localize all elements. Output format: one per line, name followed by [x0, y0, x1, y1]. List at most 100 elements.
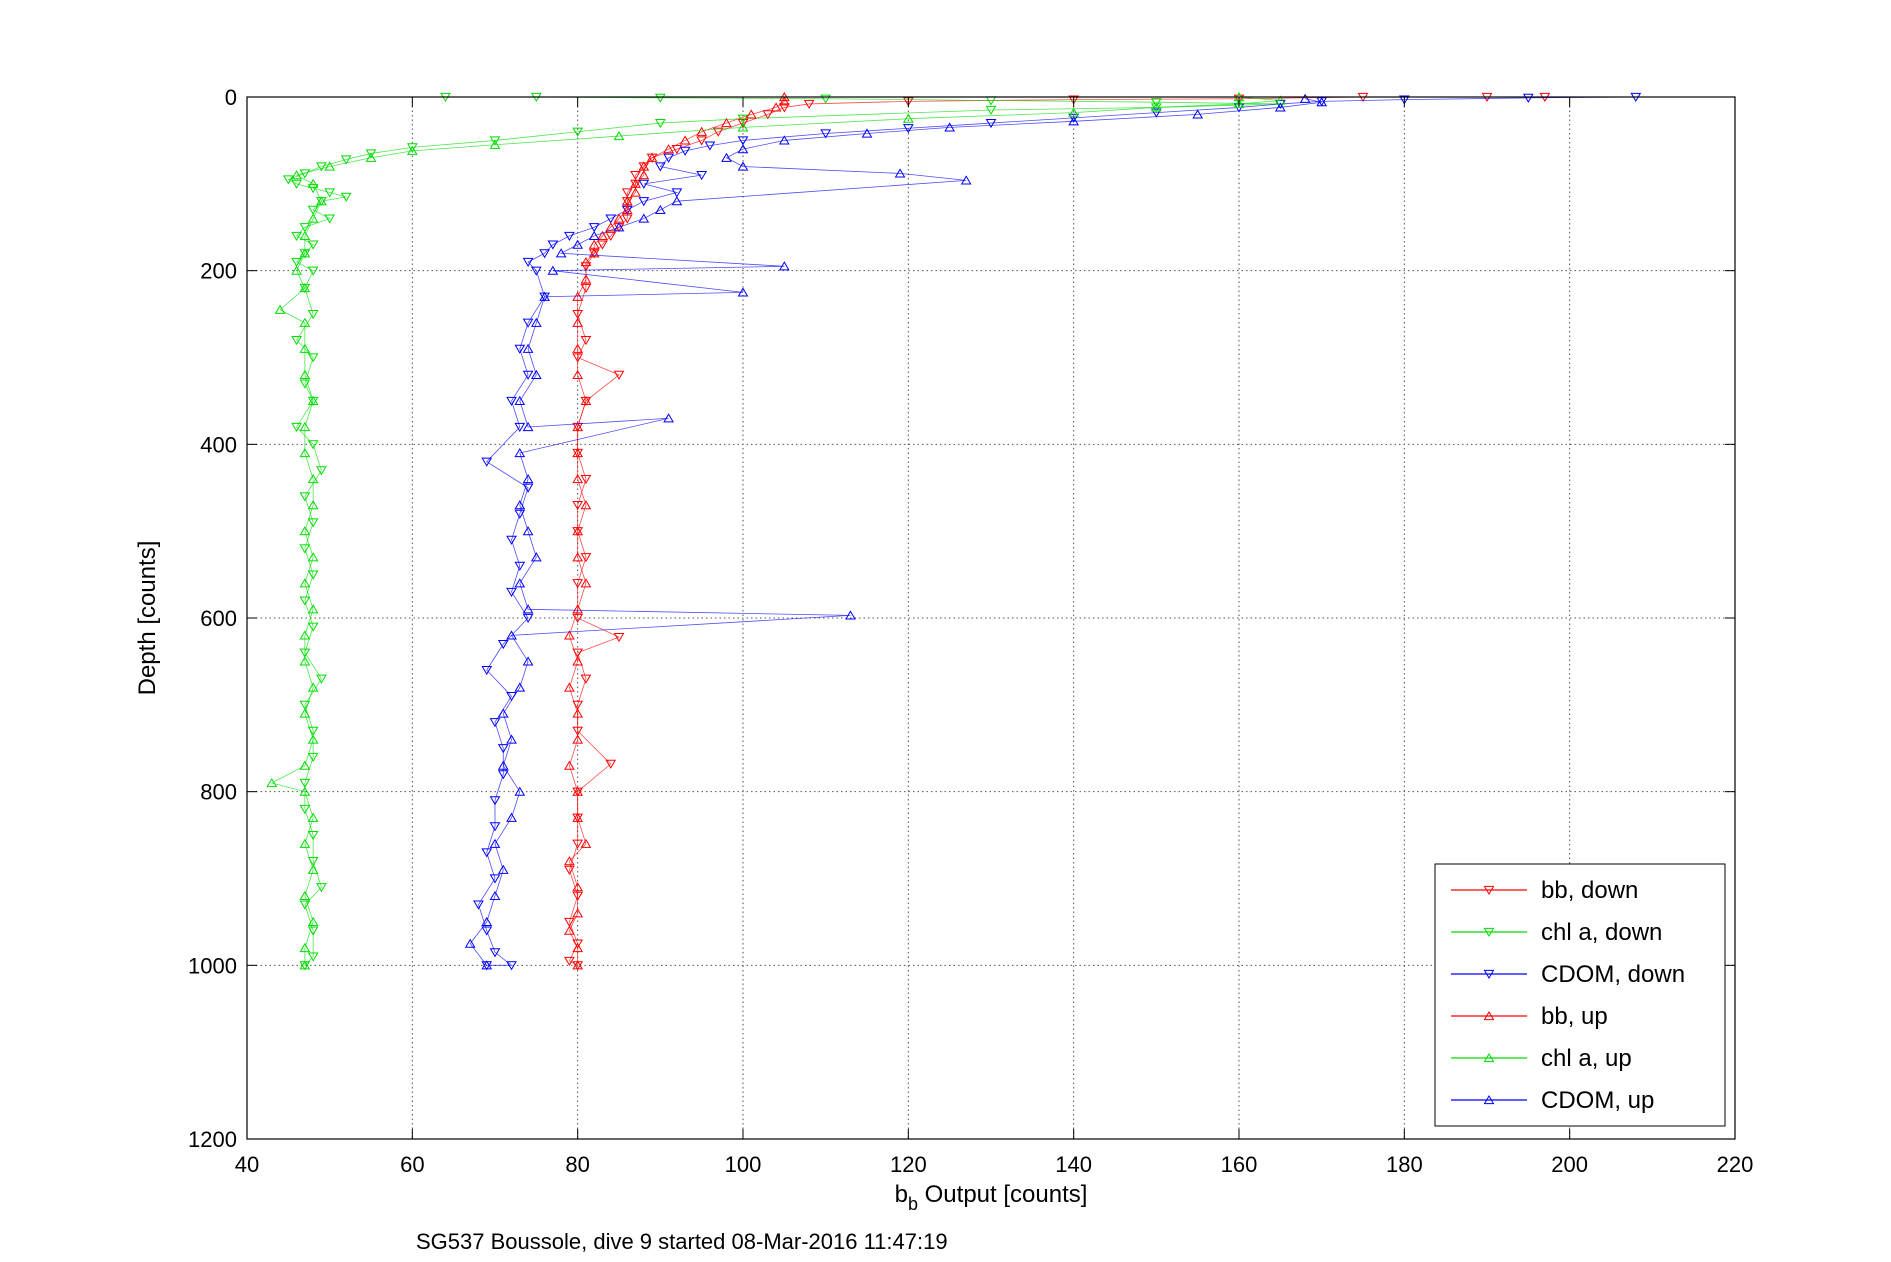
x-tick-label: 220 [1717, 1152, 1754, 1177]
data-point [1068, 113, 1080, 123]
x-tick-label: 160 [1221, 1152, 1258, 1177]
data-point [489, 718, 501, 728]
data-point [291, 336, 302, 346]
data-point [299, 778, 311, 789]
series-line [287, 96, 1281, 966]
series-line [568, 97, 785, 966]
data-point [564, 925, 575, 935]
series-1 [282, 92, 1286, 971]
data-point [522, 483, 534, 493]
data-point [621, 204, 633, 214]
data-point [274, 304, 286, 314]
data-point [638, 170, 650, 180]
data-point [1150, 108, 1162, 118]
data-point [1150, 102, 1162, 112]
data-point [613, 222, 625, 232]
data-point [572, 960, 584, 970]
data-point [597, 230, 608, 241]
data-point [770, 102, 782, 112]
data-point [365, 152, 377, 162]
legend-label: CDOM, down [1541, 961, 1685, 988]
data-point [522, 526, 534, 536]
data-point [282, 175, 294, 185]
data-point [1398, 95, 1410, 105]
data-point [489, 139, 501, 149]
data-point [506, 587, 517, 597]
data-point [307, 518, 319, 528]
data-point [737, 114, 749, 124]
data-point [1299, 93, 1311, 103]
data-point [522, 257, 534, 268]
data-point [613, 213, 625, 223]
series-line [270, 96, 1281, 966]
data-point [307, 570, 319, 580]
data-point [299, 960, 311, 970]
data-point [307, 857, 319, 867]
y-tick-label: 1000 [188, 953, 237, 978]
data-point [291, 179, 302, 189]
data-point [307, 952, 319, 962]
data-point [307, 916, 319, 927]
x-tick-label: 140 [1055, 1152, 1092, 1177]
data-point [580, 336, 592, 346]
x-axis-label-main: b [895, 1181, 908, 1208]
data-point [299, 317, 311, 327]
series-line [469, 98, 1322, 966]
data-point [307, 395, 319, 406]
data-point [985, 118, 997, 129]
y-tick-label: 200 [200, 259, 237, 284]
data-point [580, 274, 592, 284]
data-point [307, 682, 319, 692]
data-point [299, 708, 311, 718]
data-point [704, 141, 716, 151]
data-point [564, 231, 575, 241]
data-point [481, 916, 493, 927]
data-point [555, 248, 567, 258]
data-point [572, 700, 584, 710]
data-point [316, 196, 327, 206]
data-point [638, 213, 650, 223]
axis-ticks: 40 60 80 100 120 140 160 180 200 220 0 200 400 600 800… [188, 85, 1753, 1177]
legend-marker [1483, 1010, 1495, 1021]
data-point [291, 170, 302, 180]
series-layer [266, 91, 1642, 971]
data-point [406, 145, 418, 155]
data-point [580, 395, 592, 406]
series-3 [564, 91, 790, 970]
data-point [654, 162, 666, 172]
data-point [721, 152, 732, 162]
data-point [613, 633, 625, 643]
data-point [737, 161, 749, 171]
data-point [572, 369, 584, 379]
data-point [712, 127, 724, 137]
data-point [762, 110, 774, 120]
x-axis-label: bb Output [counts] [895, 1181, 1088, 1214]
data-point [299, 890, 311, 900]
data-point [307, 178, 319, 188]
data-point [737, 122, 749, 132]
data-point [530, 266, 542, 276]
data-point [605, 214, 617, 224]
data-point [580, 578, 592, 588]
data-point [299, 578, 311, 588]
data-point [572, 648, 584, 658]
data-point [481, 960, 493, 970]
data-point [299, 223, 311, 233]
data-point [671, 196, 683, 206]
data-point [960, 175, 972, 185]
data-point [497, 708, 509, 718]
data-point [671, 145, 683, 155]
data-point [572, 708, 584, 718]
data-point [902, 113, 914, 123]
data-point [605, 759, 617, 769]
data-point [663, 153, 674, 163]
data-point [489, 948, 501, 958]
data-point [506, 961, 517, 971]
data-point [572, 447, 584, 458]
data-point [580, 674, 592, 684]
legend-marker [1483, 885, 1495, 896]
data-point [489, 136, 501, 146]
data-point [522, 604, 534, 614]
data-point [572, 291, 584, 301]
data-point [613, 370, 625, 380]
